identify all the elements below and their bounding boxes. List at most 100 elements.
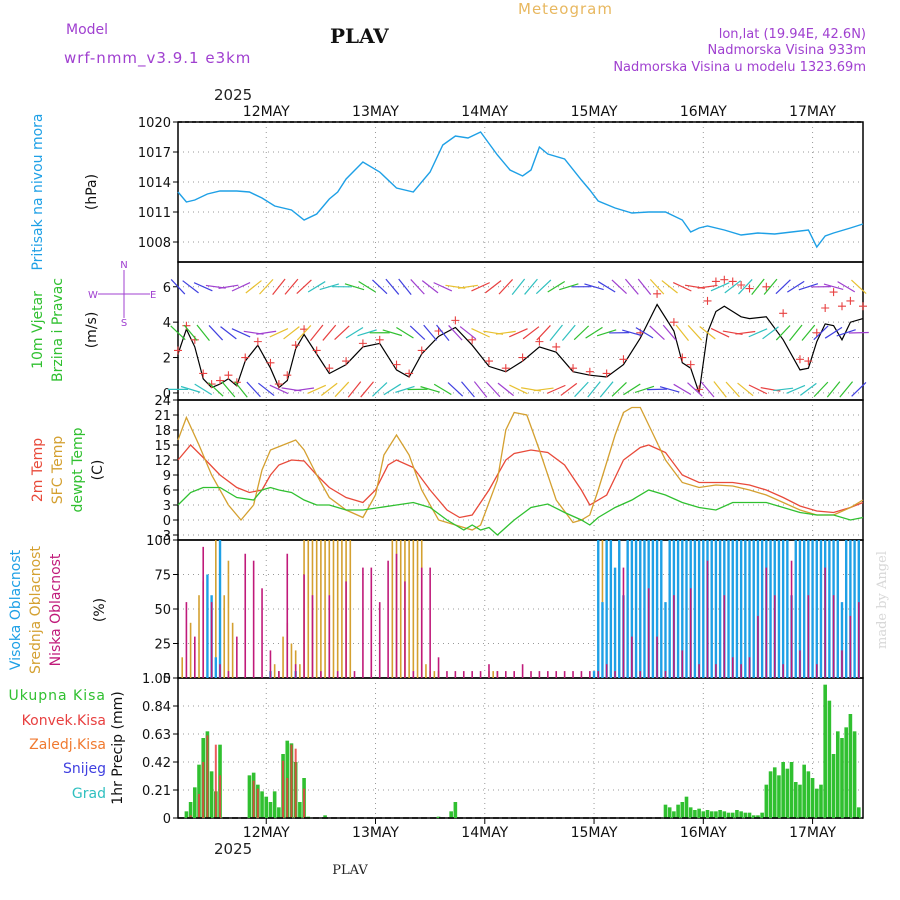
wind-arrow xyxy=(824,326,843,339)
total-precip-bar xyxy=(680,802,685,818)
y-tick-label: 1011 xyxy=(138,206,171,221)
meteogram-label: Meteogram xyxy=(518,0,613,18)
wind-arrow xyxy=(549,324,563,341)
wind-arrow xyxy=(799,382,817,396)
wind-arrow xyxy=(823,283,844,291)
total-precip-bar xyxy=(835,731,840,818)
wind-arrow xyxy=(258,382,275,397)
total-precip-bar xyxy=(714,811,718,818)
gust-marker xyxy=(501,364,510,373)
wind-arrow xyxy=(699,326,716,340)
total-precip-bar xyxy=(739,811,743,818)
total-precip-bar xyxy=(672,811,676,818)
gust-marker xyxy=(552,342,561,351)
gust-marker xyxy=(745,284,754,293)
wind-arrow xyxy=(611,382,627,397)
wind-arrow xyxy=(321,382,338,396)
y-tick-label: 25 xyxy=(154,638,171,653)
wind-arrow xyxy=(611,279,627,295)
gust-marker xyxy=(859,302,867,311)
wind-arrow xyxy=(461,381,475,398)
gust-marker xyxy=(199,369,208,378)
convective-precip-bar xyxy=(198,794,201,818)
temp2m-line xyxy=(177,444,864,519)
wind-arrow xyxy=(372,382,388,397)
total-precip-bar xyxy=(789,762,794,818)
gust-marker xyxy=(451,316,460,325)
convective-precip-bar xyxy=(294,748,297,818)
elevation-label: Nadmorska Visina 933m xyxy=(708,43,867,58)
total-precip-bar xyxy=(449,811,453,818)
y-tick-label: -3 xyxy=(158,529,171,544)
wind-arrow xyxy=(775,279,791,295)
wind-arrow xyxy=(473,381,488,398)
wind-arrow xyxy=(649,325,665,340)
compass-w: W xyxy=(88,290,98,301)
total-precip-bar xyxy=(726,812,731,818)
wind-arrow xyxy=(193,282,213,292)
wind-arrow xyxy=(296,325,312,341)
y-tick-label: 1.05 xyxy=(142,672,171,687)
gust-marker xyxy=(358,339,367,348)
wind-arrow xyxy=(509,328,528,338)
total-precip-bar xyxy=(705,810,710,818)
total-precip-bar xyxy=(760,812,764,818)
wind-arrow xyxy=(786,280,805,293)
wind-arrow xyxy=(748,384,768,395)
y-tick-label: 0.21 xyxy=(142,784,171,799)
gust-marker xyxy=(762,282,771,291)
total-precip-bar xyxy=(844,727,848,818)
wind-arrow xyxy=(495,330,516,335)
wind-arrow xyxy=(622,329,642,337)
wind-arrow xyxy=(180,385,201,393)
wind-arrow xyxy=(497,382,514,397)
pressure-ylabel: Pritisak na nivou mora xyxy=(30,113,46,270)
wind-arrow xyxy=(307,384,327,395)
coords-label: lon,lat (19.94E, 42.6N) xyxy=(719,27,866,42)
wind-arrow xyxy=(410,279,425,295)
convective-precip-bar xyxy=(206,735,209,818)
wind-arrow xyxy=(484,280,502,294)
wind-arrow xyxy=(234,381,248,398)
wind-arrow xyxy=(687,382,703,397)
wind-arrow xyxy=(635,327,654,339)
wind-arrow xyxy=(396,327,414,339)
convective-precip-bar xyxy=(214,744,217,818)
wind-arrow xyxy=(848,331,869,334)
panels: 100810111014101710200246-303691215182124… xyxy=(138,116,869,827)
y-tick-label: 24 xyxy=(154,394,171,409)
convective-precip-bar xyxy=(252,780,255,818)
y-tick-label: 12 xyxy=(154,454,171,469)
legend-hail: Grad xyxy=(72,786,106,802)
wind-arrow xyxy=(826,381,841,398)
wind-arrow xyxy=(700,381,715,398)
wind-arrow xyxy=(813,381,829,398)
gust-marker xyxy=(417,346,426,355)
wind-arrow xyxy=(560,382,578,396)
total-precip-bar xyxy=(188,802,193,818)
top-day-labels: 12MAY 13MAY 14MAY 15MAY 16MAY 17MAY xyxy=(243,104,837,120)
gust-marker xyxy=(703,296,712,305)
total-precip-bar xyxy=(810,778,815,818)
gust-marker xyxy=(283,371,292,380)
wind-arrow xyxy=(737,382,754,397)
compass-s: S xyxy=(121,318,127,329)
gust-marker xyxy=(653,289,662,298)
wind-arrow xyxy=(344,283,365,291)
y-tick-label: 4 xyxy=(163,316,171,331)
wind-arrow xyxy=(334,325,350,341)
wind-arrow xyxy=(433,383,452,396)
panel-pressure: 1008 1011 1014 1017 1020 xyxy=(138,116,864,263)
total-precip-bar xyxy=(781,762,785,818)
gust-marker xyxy=(241,353,250,362)
wind-arrow xyxy=(662,324,677,341)
total-precip-bar xyxy=(730,812,735,818)
total-precip-bar xyxy=(184,811,189,818)
wind-arrow xyxy=(738,279,753,295)
temp-ylabel-3: dewpt Temp xyxy=(70,427,86,512)
bottom-day-labels: 12MAY 13MAY 14MAY 15MAY 16MAY 17MAY xyxy=(243,818,836,841)
total-precip-bar xyxy=(697,808,701,818)
gust-marker xyxy=(821,304,830,312)
wind-ylabel-1: 10m Vjetar xyxy=(30,291,46,369)
